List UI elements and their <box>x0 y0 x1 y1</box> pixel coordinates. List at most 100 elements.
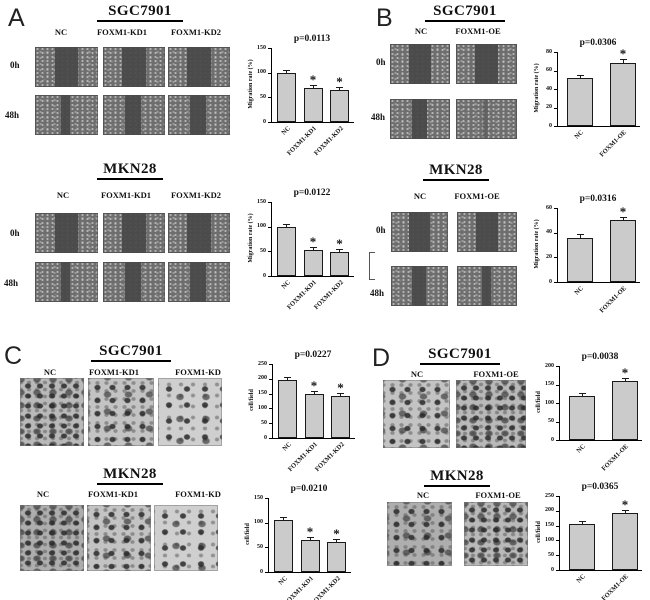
plot-area: 0 50 100 150 NC * FOXM1-KD1 * FOXM1-KD2 <box>257 199 354 311</box>
cell-line-title-mkn28: MKN28 <box>97 161 163 180</box>
cell-line-title-mkn28: MKN28 <box>97 466 163 485</box>
error-bar-cap <box>283 69 290 71</box>
y-tick <box>556 403 560 404</box>
error-bar-cap <box>621 377 629 379</box>
y-tick-label: 50 <box>257 543 263 550</box>
y-tick-label: 250 <box>258 360 267 367</box>
row-label-0h: 0h <box>376 225 386 235</box>
y-tick <box>556 496 560 497</box>
error-bar <box>313 391 315 394</box>
row-label-48h: 48h <box>5 110 20 120</box>
error-bar-cap <box>619 59 627 61</box>
y-tick <box>556 421 560 423</box>
y-tick <box>556 510 560 512</box>
significance-star: * <box>310 377 318 393</box>
significance-star: * <box>333 526 340 542</box>
error-bar-cap <box>333 539 340 541</box>
chart-migration-mkn28-kd: p=0.0122 Migration rate (%) 0 50 100 150 NC * FO… <box>241 188 361 320</box>
y-tick-label: 40 <box>546 229 552 236</box>
y-tick <box>268 202 272 203</box>
plot-area: 0 50 100 150 NC * FOXM1-KD1 * FOXM1-KD2 <box>257 45 354 157</box>
column-label-nc: NC <box>54 27 68 37</box>
y-tick-label: 0 <box>551 436 554 443</box>
x-tick-label: FOXM1-OE <box>600 443 630 473</box>
y-tick-label: 250 <box>545 492 554 499</box>
bar <box>274 520 293 572</box>
y-axis-label: Migration rate (%) <box>248 213 254 263</box>
y-tick <box>268 251 272 253</box>
y-tick <box>554 107 558 109</box>
panel-letter-b: B <box>376 4 393 32</box>
transwell-image-mkn28-kd1 <box>87 505 151 571</box>
error-bar-cap <box>576 74 584 76</box>
y-tick-label: 20 <box>546 104 552 110</box>
wound-image-mkn28-nc-48h <box>35 262 98 302</box>
y-tick-label: 200 <box>258 375 267 382</box>
error-bar <box>312 86 314 89</box>
p-value-label: p=0.0210 <box>290 484 328 494</box>
column-label-nc: NC <box>36 489 50 499</box>
y-tick-label: 0 <box>260 568 263 575</box>
y-tick-label: 150 <box>257 44 266 51</box>
error-bar-cap <box>619 216 627 218</box>
plot-area: 0 50 100 150 200 250 NC * FOXM1-OE <box>545 493 642 600</box>
bar <box>300 539 320 572</box>
cell-line-title-mkn28: MKN28 <box>423 162 489 181</box>
bar <box>303 250 323 276</box>
significance-star: * <box>336 236 343 252</box>
y-tick <box>268 72 272 74</box>
plot-area: 0 50 100 150 200 250 NC * FOXM1-KD1 * FOXM1-KD2 <box>258 361 355 473</box>
bar <box>612 513 638 570</box>
significance-star: * <box>337 379 344 395</box>
transwell-image-sgc7901-kd1 <box>88 378 154 446</box>
column-label-nc: NC <box>414 26 428 36</box>
wound-image-sgc7901-kd1-0h <box>103 47 165 87</box>
error-bar <box>624 511 626 514</box>
bar <box>327 542 346 572</box>
chart-invasion-mkn28-kd: p=0.0210 cell/field 0 50 100 150 NC * FOXM1-KD1 *… <box>238 484 358 600</box>
wound-image-mkn28-nc-48h <box>391 266 448 306</box>
error-bar-cap <box>310 390 318 392</box>
y-tick <box>556 525 560 527</box>
column-label-foxm1-oe: FOXM1-OE <box>454 191 500 201</box>
y-tick <box>269 393 273 395</box>
significance-star: * <box>309 234 317 250</box>
transwell-image-sgc7901-kd2 <box>158 378 222 446</box>
y-tick-label: 100 <box>545 399 554 406</box>
error-bar-cap <box>578 521 586 523</box>
y-tick <box>269 378 273 380</box>
y-tick <box>554 282 558 283</box>
y-tick <box>268 97 272 99</box>
error-bar-cap <box>306 536 314 538</box>
y-tick-label: 100 <box>257 69 266 76</box>
plot-area: 0 20 40 60 80 NC * FOXM1-OE <box>546 47 640 158</box>
y-axis-label: Migration rate (%) <box>248 59 254 109</box>
error-bar-cap <box>578 392 586 394</box>
plot-area: 0 50 100 150 200 NC * FOXM1-OE <box>545 363 642 472</box>
y-tick-label: 0 <box>549 278 552 285</box>
error-bar <box>579 75 581 78</box>
y-tick <box>554 126 558 127</box>
y-tick-label: 0 <box>263 118 266 125</box>
bar <box>610 220 636 282</box>
row-label-0h: 0h <box>10 228 20 238</box>
y-tick <box>556 555 560 557</box>
column-label-nc: NC <box>416 490 430 500</box>
column-label-foxm1-kd: FOXM1-KD <box>175 489 221 499</box>
significance-star: * <box>306 523 314 539</box>
row-label-0h: 0h <box>376 57 386 67</box>
bar <box>569 524 595 570</box>
y-tick <box>268 226 272 228</box>
significance-star: * <box>621 497 629 513</box>
x-tick-label: FOXM1-OE <box>600 573 630 600</box>
wound-image-mkn28-kd2-0h <box>168 213 230 253</box>
panel-letter-d: D <box>372 344 391 372</box>
y-tick-label: 150 <box>545 522 554 529</box>
y-tick-label: 150 <box>545 381 554 387</box>
y-tick <box>556 570 560 571</box>
y-tick <box>556 440 560 441</box>
wound-image-sgc7901-nc-48h <box>390 99 450 139</box>
cell-line-title-sgc7901: SGC7901 <box>97 3 183 22</box>
error-bar <box>579 235 581 238</box>
